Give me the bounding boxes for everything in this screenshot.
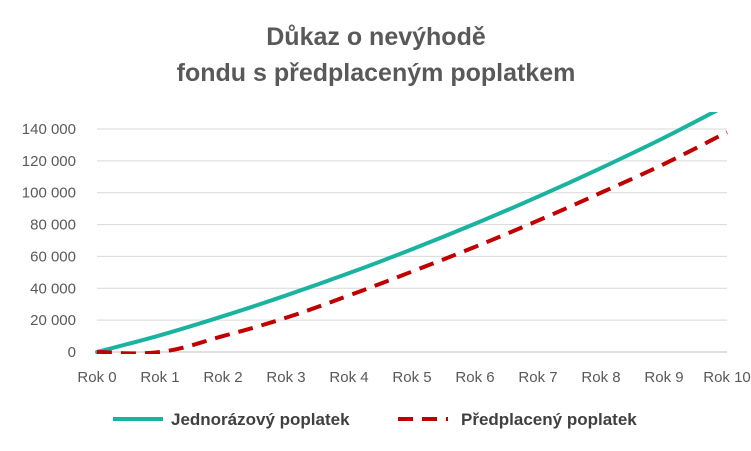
x-tick-label: Rok 7 [518, 369, 557, 386]
chart-title-line-2: fondu s předplaceným poplatkem [177, 59, 576, 87]
y-tick-label: 80 000 [30, 217, 76, 234]
x-tick-label: Rok 4 [329, 369, 368, 386]
x-tick-label: Rok 0 [77, 369, 116, 386]
legend: Jednorázový poplatek Předplacený poplatek [113, 410, 637, 429]
legend-label-1: Jednorázový poplatek [171, 410, 350, 429]
x-tick-label: Rok 8 [581, 369, 620, 386]
y-tick-label: 140 000 [22, 121, 76, 138]
x-axis-tick-labels: Rok 0 Rok 1 Rok 2 Rok 3 Rok 4 Rok 5 Rok 6 Rok 7… [77, 369, 750, 386]
chart-title-line-1: Důkaz o nevýhodě [266, 23, 486, 51]
x-tick-label: Rok 10 [703, 369, 751, 386]
y-axis-tick-labels: 0 20 000 40 000 60 000 80 000 100 000 120 000 1… [22, 121, 76, 361]
chart-title: Důkaz o nevýhodě fondu s předplaceným po… [177, 23, 576, 87]
x-tick-label: Rok 2 [203, 369, 242, 386]
y-tick-label: 100 000 [22, 185, 76, 202]
y-tick-label: 60 000 [30, 248, 76, 265]
y-tick-label: 20 000 [30, 312, 76, 329]
x-tick-label: Rok 1 [140, 369, 179, 386]
series-line-1 [95, 112, 719, 354]
y-tick-label: 0 [68, 344, 76, 361]
y-tick-label: 120 000 [22, 153, 76, 170]
x-tick-label: Rok 5 [392, 369, 431, 386]
x-tick-label: Rok 6 [455, 369, 494, 386]
legend-label-2: Předplacený poplatek [461, 410, 637, 429]
gridlines [97, 128, 727, 353]
y-tick-label: 40 000 [30, 280, 76, 297]
x-tick-label: Rok 3 [266, 369, 305, 386]
series-line-2 [96, 130, 728, 354]
series-lines [95, 112, 728, 354]
x-tick-label: Rok 9 [644, 369, 683, 386]
